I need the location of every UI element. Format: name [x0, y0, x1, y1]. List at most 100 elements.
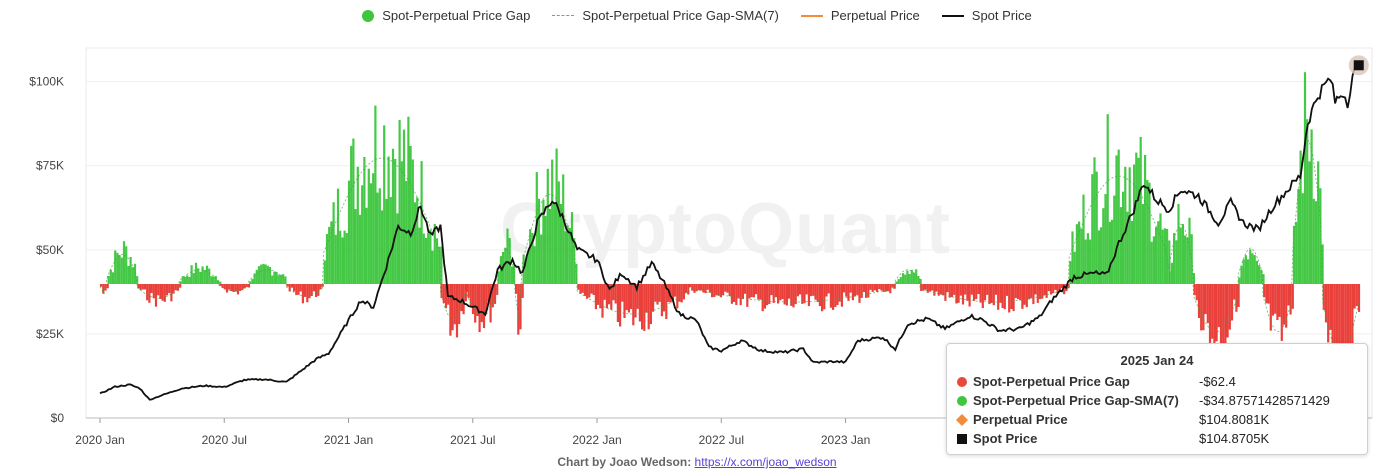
price-gap-bar [577, 284, 580, 290]
tooltip-row-gap: Spot-Perpetual Price Gap -$62.4 [947, 372, 1367, 391]
price-gap-bar [1117, 149, 1120, 284]
legend-item-spot[interactable]: Spot Price [941, 8, 1032, 23]
y-tick-label: $50K [36, 243, 64, 257]
price-gap-bar [451, 284, 454, 331]
price-gap-bar [744, 284, 747, 294]
price-gap-bar [1082, 194, 1085, 284]
price-gap-bar [394, 158, 397, 284]
price-gap-bar [304, 284, 307, 297]
price-gap-bar [508, 238, 511, 284]
price-gap-bar [374, 105, 377, 284]
price-gap-bar [354, 209, 357, 284]
price-gap-bar [636, 284, 639, 309]
price-gap-bar [1249, 249, 1252, 284]
price-gap-bar [856, 284, 859, 295]
price-gap-bar [847, 284, 850, 301]
price-gap-bar [695, 284, 698, 292]
price-gap-bar [638, 284, 641, 322]
price-gap-bar [926, 284, 929, 293]
price-gap-bar [1135, 152, 1138, 284]
price-gap-bar [990, 284, 993, 304]
price-gap-bar [944, 284, 947, 301]
price-gap-bar [306, 284, 309, 303]
price-gap-bar [1255, 260, 1258, 284]
legend-item-perpetual[interactable]: Perpetual Price [800, 8, 920, 23]
price-gap-bar [1353, 284, 1356, 309]
price-gap-bar [312, 284, 315, 292]
price-gap-bar [100, 284, 103, 287]
price-gap-bar [763, 284, 766, 309]
spot-price-line [99, 61, 1360, 401]
price-gap-bar [1078, 221, 1081, 284]
price-gap-bar [334, 234, 337, 284]
price-gap-bar [794, 284, 797, 305]
price-gap-bar [1036, 284, 1039, 303]
price-gap-bar [288, 284, 291, 292]
price-gap-bar [325, 234, 329, 284]
price-gap-bar [891, 284, 894, 288]
price-gap-bar [205, 265, 209, 284]
price-gap-bar [851, 284, 854, 301]
price-gap-bar [858, 284, 861, 303]
price-gap-bar [232, 284, 235, 292]
price-gap-bar [133, 263, 137, 284]
price-gap-bar [674, 284, 677, 297]
price-gap-bar [1021, 284, 1024, 309]
price-gap-bar [376, 192, 379, 284]
price-gap-bar [724, 284, 727, 292]
price-gap-bar [772, 284, 775, 303]
price-gap-bar [1027, 284, 1031, 300]
price-gap-bar [1170, 262, 1173, 284]
price-gap-bar [570, 212, 574, 284]
price-gap-bar [722, 284, 725, 295]
price-gap-bar [159, 284, 162, 299]
price-gap-bar [733, 284, 736, 302]
price-gap-bar [1089, 239, 1092, 284]
credit-link[interactable]: https://x.com/joao_wedson [694, 455, 837, 469]
price-gap-bar [506, 228, 509, 284]
price-gap-bar [865, 284, 868, 298]
price-gap-bar [228, 284, 231, 290]
price-gap-bar [564, 231, 567, 284]
price-gap-bar [1043, 284, 1046, 295]
price-gap-bar [832, 284, 835, 310]
price-gap-bar [378, 188, 381, 284]
price-gap-bar [884, 284, 887, 292]
price-gap-bar [854, 284, 857, 297]
price-gap-bar [1014, 284, 1017, 298]
price-gap-bar [1335, 284, 1339, 379]
credit-prefix: Chart by Joao Wedson: [557, 455, 692, 469]
price-gap-bar [964, 284, 967, 295]
price-gap-bar [524, 260, 527, 284]
price-gap-bar [845, 284, 848, 297]
price-gap-bar [1235, 284, 1238, 312]
x-tick-label: 2021 Jan [324, 433, 373, 447]
price-gap-bar [1310, 129, 1313, 284]
price-gap-bar [1075, 224, 1078, 284]
price-gap-bar [104, 284, 107, 291]
tooltip-date: 2025 Jan 24 [1120, 353, 1194, 368]
price-gap-bar [610, 284, 613, 310]
price-gap-bar [1186, 237, 1189, 284]
price-gap-bar [398, 120, 401, 284]
price-gap-bar [977, 284, 980, 294]
price-gap-bar [1322, 284, 1325, 310]
price-gap-bar [223, 284, 226, 290]
price-gap-bar [1324, 284, 1328, 323]
price-gap-bar [146, 284, 149, 301]
price-gap-bar [161, 284, 164, 301]
price-gap-bar [485, 284, 488, 315]
price-gap-bar [1173, 233, 1176, 284]
price-gap-bar [796, 284, 799, 297]
legend-item-gap-sma[interactable]: Spot-Perpetual Price Gap-SMA(7) [552, 8, 779, 23]
tooltip-gap-sma-label: Spot-Perpetual Price Gap-SMA(7) [973, 393, 1179, 408]
price-gap-bar [118, 255, 121, 284]
price-gap-bar [1258, 265, 1261, 284]
price-gap-bar [966, 284, 969, 301]
tooltip-perpetual-value: $104.8081K [1199, 412, 1270, 427]
price-gap-bar [221, 284, 224, 288]
price-gap-bar [214, 276, 217, 284]
price-gap-bar [1166, 229, 1169, 284]
legend-item-gap[interactable]: Spot-Perpetual Price Gap [362, 8, 530, 23]
